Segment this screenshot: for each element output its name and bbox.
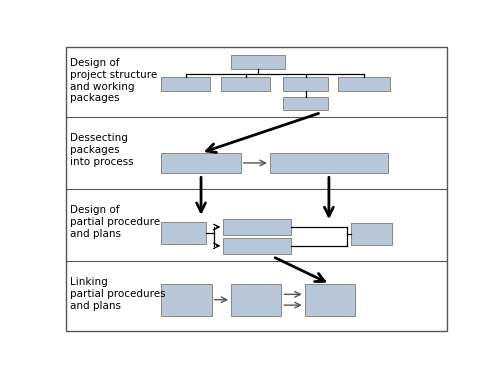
Bar	[231, 284, 281, 316]
Bar	[270, 153, 388, 173]
Bar	[222, 77, 270, 91]
Bar	[231, 55, 285, 69]
Bar	[224, 238, 291, 254]
Text: Linking
partial procedures
and plans: Linking partial procedures and plans	[70, 278, 166, 310]
Bar	[162, 77, 210, 91]
Text: Design of
project structure
and working
packages: Design of project structure and working …	[70, 58, 158, 103]
Bar	[162, 284, 212, 316]
Bar	[304, 284, 355, 316]
Bar	[351, 223, 392, 245]
Bar	[162, 153, 241, 173]
Bar	[284, 77, 328, 91]
Text: Design of
partial procedure
and plans: Design of partial procedure and plans	[70, 205, 160, 239]
Bar	[224, 219, 291, 235]
Bar	[338, 77, 390, 91]
Bar	[284, 97, 328, 110]
Bar	[162, 222, 206, 243]
Text: Dessecting
packages
into process: Dessecting packages into process	[70, 134, 134, 166]
